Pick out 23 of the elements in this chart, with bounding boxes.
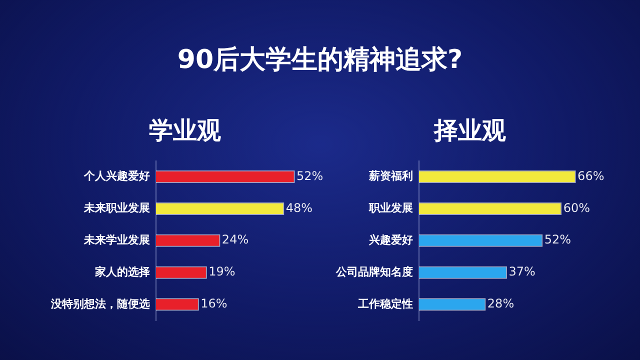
y-tick-label: 工作稳定性 — [357, 297, 413, 310]
data-label: 19% — [208, 264, 236, 279]
data-label: 48% — [286, 200, 313, 215]
y-tick-label: 薪资福利 — [368, 170, 413, 183]
y-tick-label: 公司品牌知名度 — [335, 265, 413, 278]
y-tick-label: 未来职业发展 — [83, 202, 150, 215]
data-label: 52% — [544, 232, 572, 247]
data-label: 52% — [296, 168, 324, 183]
y-tick-label: 个人兴趣爱好 — [83, 170, 150, 183]
y-tick-label: 未来学业发展 — [83, 233, 150, 246]
y-tick-label: 没特别想法，随便选 — [50, 297, 150, 310]
data-label: 28% — [487, 296, 514, 311]
data-label: 24% — [222, 232, 249, 247]
data-label: 60% — [563, 200, 590, 215]
data-label: 37% — [508, 264, 536, 279]
chart-title: 择业观 — [433, 116, 507, 145]
text: 90后大学生的精神追求? — [176, 44, 464, 77]
chart-title: 学业观 — [149, 116, 222, 145]
y-tick-label: 职业发展 — [368, 202, 413, 215]
data-label: 66% — [578, 168, 604, 183]
y-tick-label: 家人的选择 — [94, 265, 150, 278]
y-tick-label: 兴趣爱好 — [368, 233, 413, 246]
data-label: 16% — [200, 296, 228, 311]
